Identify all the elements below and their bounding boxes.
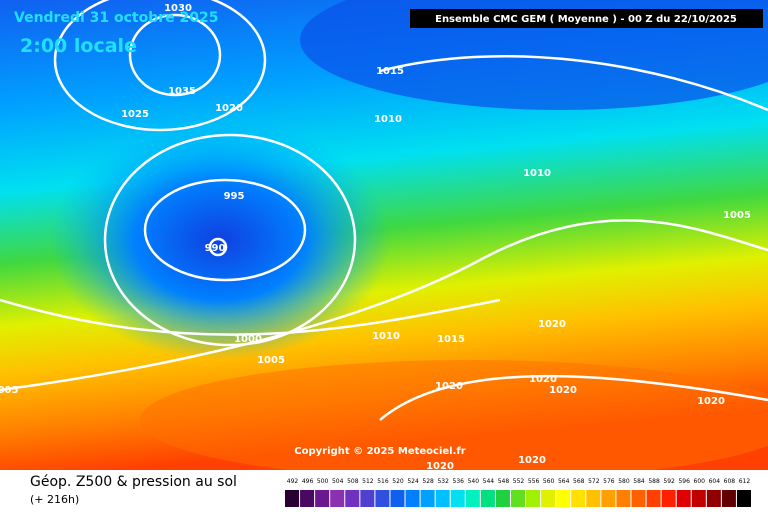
scale-label: 504 xyxy=(332,478,344,485)
isobar-label: 1000 xyxy=(234,334,262,345)
scale-swatch xyxy=(661,490,676,507)
scale-label: 540 xyxy=(468,478,480,485)
isobar-label: 1020 xyxy=(697,396,725,407)
isobar-label: 1020 xyxy=(426,461,454,472)
scale-label: 492 xyxy=(287,478,299,485)
scale-label: 612 xyxy=(739,478,751,485)
scale-label: 556 xyxy=(528,478,540,485)
scale-swatch xyxy=(556,490,571,507)
isobar-label: 1020 xyxy=(529,374,557,385)
scale-swatch xyxy=(526,490,541,507)
scale-label: 608 xyxy=(724,478,736,485)
scale-swatch xyxy=(495,490,510,507)
scale-swatch xyxy=(375,490,390,507)
scale-label: 588 xyxy=(648,478,660,485)
isobar-label: 1005 xyxy=(257,355,285,366)
copyright: Copyright © 2025 Meteociel.fr xyxy=(294,446,465,457)
scale-swatch xyxy=(736,490,751,507)
isobar-label: 1020 xyxy=(518,455,546,466)
date: Vendredi 31 octobre 2025 xyxy=(14,10,219,26)
isobar-label: 1010 xyxy=(372,331,400,342)
scale-label: 532 xyxy=(437,478,449,485)
scale-label: 564 xyxy=(558,478,570,485)
scale-label: 500 xyxy=(317,478,329,485)
scale-swatch xyxy=(706,490,721,507)
scale-swatch xyxy=(676,490,691,507)
local-time: 2:00 locale xyxy=(20,35,137,57)
scale-label: 496 xyxy=(302,478,314,485)
scale-swatch xyxy=(420,490,435,507)
scale-swatch xyxy=(691,490,706,507)
isobar-label: 1020 xyxy=(549,385,577,396)
isobar-label: 1020 xyxy=(538,319,566,330)
scale-label: 560 xyxy=(543,478,555,485)
lead-time: (+ 216h) xyxy=(30,493,79,506)
scale-swatch xyxy=(405,490,420,507)
isobar-label: 1005 xyxy=(723,210,751,221)
scale-label: 600 xyxy=(694,478,706,485)
isobar-label: 1020 xyxy=(435,381,463,392)
scale-label: 508 xyxy=(347,478,359,485)
isobar-labels: 1030 1035 1025 1020 1015 1010 995 990 1000 1005 10… xyxy=(0,3,751,472)
scale-swatch xyxy=(345,490,360,507)
scale-label: 512 xyxy=(362,478,374,485)
scale-label: 524 xyxy=(407,478,419,485)
scale-swatch xyxy=(721,490,736,507)
scale-swatch xyxy=(465,490,480,507)
isobar-label: 995 xyxy=(224,191,245,202)
scale-swatch xyxy=(300,490,315,507)
isobar-label: 1010 xyxy=(374,114,402,125)
scale-swatch xyxy=(586,490,601,507)
scale-label: 572 xyxy=(588,478,600,485)
scale-label: 548 xyxy=(498,478,510,485)
isobar-label: 1030 xyxy=(164,3,192,14)
scale-swatch xyxy=(390,490,405,507)
warm-field xyxy=(140,360,768,480)
scale-label: 604 xyxy=(709,478,721,485)
scale-swatch xyxy=(541,490,556,507)
isobar-label: 005 xyxy=(0,385,18,396)
scale-label: 592 xyxy=(663,478,675,485)
scale-label: 520 xyxy=(392,478,404,485)
scale-label: 568 xyxy=(573,478,585,485)
scale-swatch xyxy=(646,490,661,507)
scale-label: 544 xyxy=(483,478,495,485)
scale-swatch xyxy=(601,490,616,507)
scale-swatch xyxy=(330,490,345,507)
isobar-label: 1025 xyxy=(121,109,149,120)
scale-label: 536 xyxy=(453,478,465,485)
isobar-label: 990 xyxy=(205,243,226,254)
scale-label: 528 xyxy=(422,478,434,485)
isobars xyxy=(0,0,768,420)
isobar-label: 1010 xyxy=(523,168,551,179)
scale-swatch xyxy=(631,490,646,507)
run-info: Ensemble CMC GEM ( Moyenne ) - 00 Z du 2… xyxy=(435,14,737,25)
scale-label: 584 xyxy=(633,478,645,485)
footer-title: Géop. Z500 & pression au sol xyxy=(30,474,237,490)
isobar-label: 1015 xyxy=(437,334,465,345)
scale-swatch xyxy=(435,490,450,507)
scale-swatch xyxy=(360,490,375,507)
isobar-label: 1035 xyxy=(168,86,196,97)
scale-swatch xyxy=(571,490,586,507)
isobar-label: 1020 xyxy=(215,103,243,114)
run-box xyxy=(410,9,763,28)
scale-label: 552 xyxy=(513,478,525,485)
isobar-label: 1015 xyxy=(376,66,404,77)
scale-label: 576 xyxy=(603,478,615,485)
scale-swatch xyxy=(616,490,631,507)
scale-swatch xyxy=(510,490,526,507)
color-scale: 492 496 500 504 508 512 516 520 524 528 532 536 540 5… xyxy=(285,478,751,507)
scale-swatch xyxy=(450,490,465,507)
scale-swatch xyxy=(285,490,300,507)
scale-swatch xyxy=(315,490,330,507)
scale-label: 580 xyxy=(618,478,630,485)
scale-label: 516 xyxy=(377,478,389,485)
scale-swatch xyxy=(480,490,495,507)
scale-label: 596 xyxy=(678,478,690,485)
